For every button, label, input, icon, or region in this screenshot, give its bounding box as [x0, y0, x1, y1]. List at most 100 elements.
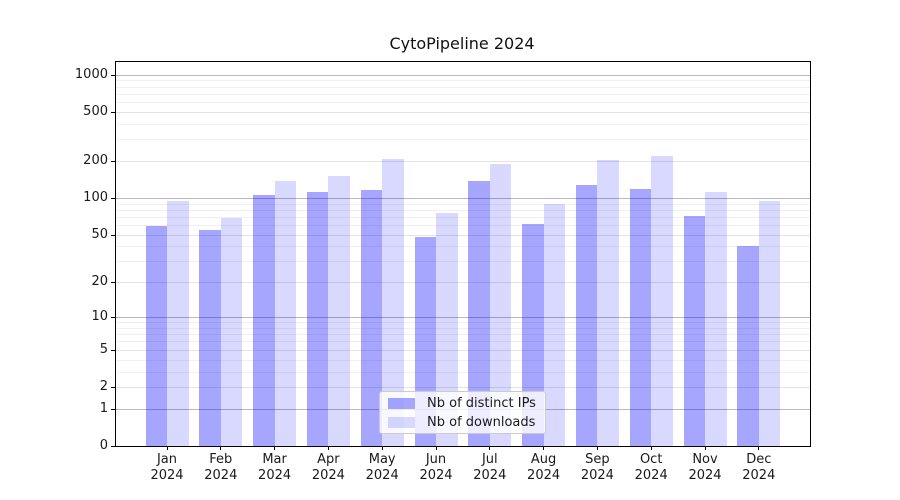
gridline	[116, 234, 810, 236]
x-tick-label: Aug 2024	[513, 452, 575, 484]
x-tick-year: 2024	[742, 468, 776, 483]
x-tick-mark	[220, 446, 222, 450]
x-tick-mark	[704, 446, 706, 450]
minor-gridline	[116, 261, 810, 263]
x-tick-year: 2024	[688, 468, 722, 483]
plot-area: 0 1 2 5 10 20 50 100 200 500 1000 Jan 2024 Feb 2024 Mar…	[75, 61, 811, 483]
bar-distinct-ips	[683, 216, 705, 446]
bar-downloads	[543, 204, 566, 446]
legend-item-distinct-ips: Nb of distinct IPs	[388, 396, 537, 411]
minor-gridline	[116, 80, 810, 82]
minor-gridline	[116, 341, 810, 343]
y-tick-label: 1000	[74, 66, 108, 82]
x-tick-mark	[650, 446, 652, 450]
bar-distinct-ips	[522, 224, 544, 446]
bar-distinct-ips	[306, 191, 329, 446]
bar-distinct-ips	[575, 184, 598, 446]
gridline	[116, 74, 810, 76]
x-tick-mark	[596, 446, 598, 450]
bar-distinct-ips	[145, 225, 167, 446]
legend-label-distinct-ips: Nb of distinct IPs	[427, 395, 536, 411]
y-tick-label: 5	[99, 341, 108, 357]
x-tick-mark	[166, 446, 168, 450]
minor-gridline	[116, 327, 810, 329]
y-tick-label: 100	[83, 189, 108, 205]
y-tick-label: 20	[91, 274, 108, 290]
bar-distinct-ips	[360, 190, 383, 446]
x-tick-year: 2024	[527, 468, 561, 483]
gridline	[116, 160, 810, 162]
bar-downloads	[436, 213, 458, 446]
y-tick-label: 10	[91, 309, 108, 325]
bar-downloads	[167, 201, 189, 446]
x-tick-label: Apr 2024	[297, 452, 359, 484]
bar-downloads	[328, 176, 350, 446]
y-tick-label: 50	[91, 226, 108, 242]
x-tick-label: Nov 2024	[674, 452, 736, 484]
minor-gridline	[116, 203, 810, 205]
gridline	[116, 282, 810, 284]
x-tick-month: Feb	[209, 452, 233, 467]
bar-distinct-ips	[737, 246, 759, 446]
x-tick-month: Apr	[317, 452, 340, 467]
x-tick-year: 2024	[580, 468, 614, 483]
y-tick-label: 0	[99, 438, 108, 453]
x-tick-mark	[327, 446, 329, 450]
gridline	[116, 317, 810, 319]
x-tick-mark	[381, 446, 383, 450]
minor-gridline	[116, 216, 810, 218]
x-tick-label: Feb 2024	[190, 452, 252, 484]
legend-item-downloads: Nb of downloads	[388, 415, 537, 430]
minor-gridline	[116, 102, 810, 103]
x-tick-label: Sep 2024	[566, 452, 628, 484]
y-tick-label: 1	[99, 400, 108, 416]
legend-label-downloads: Nb of downloads	[427, 414, 536, 430]
minor-gridline	[116, 246, 810, 248]
minor-gridline	[116, 371, 810, 373]
x-tick-mark	[274, 446, 276, 450]
y-tick-label: 200	[83, 152, 108, 168]
x-tick-mark	[489, 446, 491, 450]
x-tick-month: Jan	[156, 452, 178, 467]
legend-swatch-distinct-ips	[388, 397, 415, 409]
minor-gridline	[116, 334, 810, 336]
bar-distinct-ips	[629, 189, 652, 446]
legend-swatch-downloads	[388, 416, 415, 428]
x-tick-label: Dec 2024	[728, 452, 790, 484]
bar-downloads	[489, 163, 512, 446]
bar-distinct-ips	[253, 194, 275, 446]
y-tick-mark	[111, 446, 115, 447]
x-tick-year: 2024	[150, 468, 184, 483]
x-tick-month: Sep	[585, 452, 610, 467]
x-tick-year: 2024	[419, 468, 453, 483]
bar-downloads	[220, 217, 243, 446]
x-tick-month: Nov	[692, 452, 718, 467]
minor-gridline	[116, 359, 810, 361]
bar-downloads	[651, 155, 673, 446]
bar-downloads	[597, 159, 619, 446]
x-tick-month: Mar	[262, 452, 287, 467]
gridline	[116, 197, 810, 199]
x-tick-year: 2024	[473, 468, 507, 483]
minor-gridline	[116, 322, 810, 324]
x-tick-mark	[758, 446, 760, 450]
x-tick-month: Dec	[746, 452, 772, 467]
x-tick-label: Jun 2024	[405, 452, 467, 484]
minor-gridline	[116, 139, 810, 141]
y-tick-label: 500	[83, 103, 108, 119]
minor-gridline	[116, 209, 810, 211]
y-tick-label: 2	[99, 378, 108, 394]
y-tick-mark	[111, 160, 115, 162]
x-tick-label: Jul 2024	[459, 452, 521, 484]
minor-gridline	[116, 225, 810, 226]
bar-downloads	[758, 201, 781, 446]
y-tick-mark	[111, 349, 115, 351]
x-tick-label: Mar 2024	[244, 452, 306, 484]
y-tick-mark	[111, 74, 115, 76]
y-tick-mark	[111, 282, 115, 284]
y-tick-mark	[111, 317, 115, 319]
x-tick-year: 2024	[258, 468, 292, 483]
minor-gridline	[116, 86, 810, 88]
bar-distinct-ips	[468, 180, 490, 446]
y-tick-mark	[111, 386, 115, 388]
